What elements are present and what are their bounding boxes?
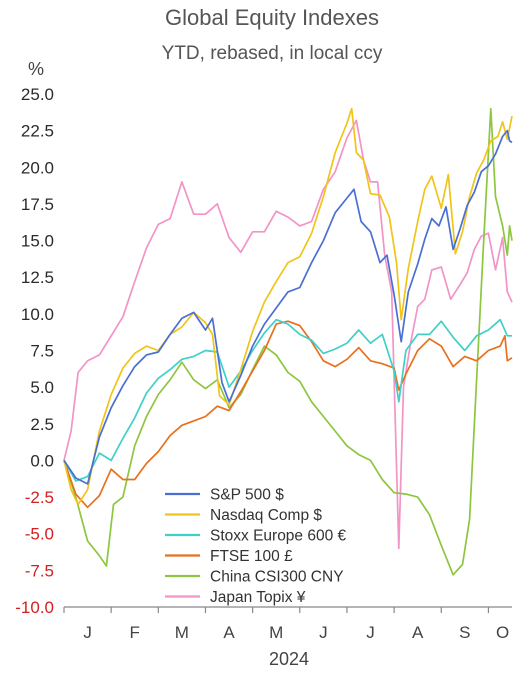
x-tick-label: A — [223, 623, 235, 642]
y-tick-label: 5.0 — [30, 378, 54, 397]
x-tick-label: A — [412, 623, 424, 642]
legend-label: S&P 500 $ — [210, 487, 284, 504]
y-tick-label: 7.5 — [30, 342, 54, 361]
legend-label: FTSE 100 £ — [210, 548, 293, 565]
y-tick-label: 12.5 — [21, 268, 54, 287]
y-tick-label: 0.0 — [30, 451, 54, 470]
y-tick-label: -5.0 — [25, 525, 54, 544]
chart-title: Global Equity Indexes — [165, 5, 379, 30]
y-tick-label: 10.0 — [21, 305, 54, 324]
legend-label: China CSI300 CNY — [210, 569, 344, 586]
series-line-s-p-500 — [63, 129, 513, 485]
x-tick-label: M — [175, 623, 189, 642]
legend-label: Stoxx Europe 600 € — [210, 528, 347, 545]
series-line-china-csi300-cny — [63, 107, 513, 576]
chart-subtitle: YTD, rebased, in local ccy — [162, 43, 383, 64]
legend-label: Japan Topix ¥ — [210, 589, 306, 606]
y-tick-label: 22.5 — [21, 122, 54, 141]
series-line-nasdaq-comp — [63, 107, 513, 506]
series-line-ftse-100 — [63, 320, 513, 509]
legend: S&P 500 $ Nasdaq Comp $ Stoxx Europe 600 €… — [165, 487, 347, 606]
x-axis — [63, 606, 512, 613]
y-axis-ticks: 25.0 22.5 20.0 17.5 15.0 12.5 10.0 7.5 5.0 2.5 0.0… — [15, 85, 54, 617]
y-tick-label: -7.5 — [25, 561, 54, 580]
x-tick-label: J — [366, 623, 375, 642]
y-tick-label: 15.0 — [21, 232, 54, 251]
y-tick-label: 25.0 — [21, 85, 54, 104]
y-axis-unit: % — [28, 59, 44, 79]
x-tick-label: S — [459, 623, 470, 642]
series-lines — [63, 107, 513, 576]
x-tick-label: J — [319, 623, 328, 642]
x-axis-label: 2024 — [269, 649, 309, 669]
series-line-japan-topix — [63, 119, 513, 550]
y-tick-label: -10.0 — [15, 598, 54, 617]
x-tick-label: F — [130, 623, 140, 642]
y-tick-label: 20.0 — [21, 158, 54, 177]
x-tick-label: J — [83, 623, 92, 642]
x-tick-label: M — [269, 623, 283, 642]
legend-label: Nasdaq Comp $ — [210, 507, 322, 524]
x-tick-label: O — [496, 623, 509, 642]
y-tick-label: -2.5 — [25, 488, 54, 507]
y-tick-label: 17.5 — [21, 195, 54, 214]
series-line-stoxx-europe-600 — [63, 318, 512, 482]
y-tick-label: 2.5 — [30, 415, 54, 434]
